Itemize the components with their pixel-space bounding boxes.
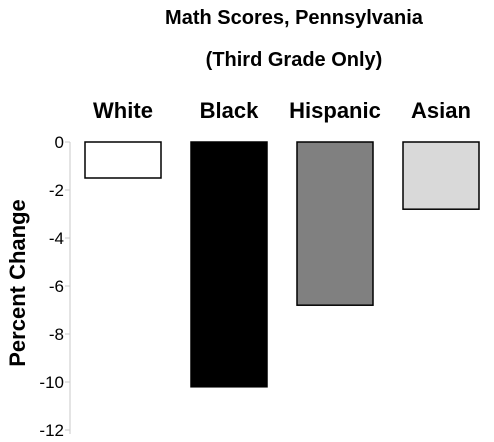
y-axis-title: Percent Change (5, 199, 30, 367)
category-labels: White Black Hispanic Asian (93, 98, 471, 123)
bar-hispanic (296, 141, 374, 306)
bar-white (84, 141, 162, 179)
y-tick-label: -2 (49, 181, 64, 200)
chart-subtitle: (Third Grade Only) (206, 49, 383, 71)
category-label-hispanic: Hispanic (289, 98, 381, 123)
y-tick-label: -8 (49, 325, 64, 344)
bars (84, 141, 480, 388)
y-tick-label: 0 (55, 133, 64, 152)
y-tick-label: -10 (39, 373, 64, 392)
category-label-black: Black (200, 98, 259, 123)
y-tick-label: -6 (49, 277, 64, 296)
bar-asian (402, 141, 480, 210)
chart-title: Math Scores, Pennsylvania (165, 7, 424, 29)
category-label-white: White (93, 98, 153, 123)
y-axis: 0 -2 -4 -6 -8 -10 -12 (39, 133, 71, 440)
y-tick-label: -4 (49, 229, 64, 248)
category-label-asian: Asian (411, 98, 471, 123)
y-tick-label: -12 (39, 421, 64, 440)
bar-black (190, 141, 268, 388)
